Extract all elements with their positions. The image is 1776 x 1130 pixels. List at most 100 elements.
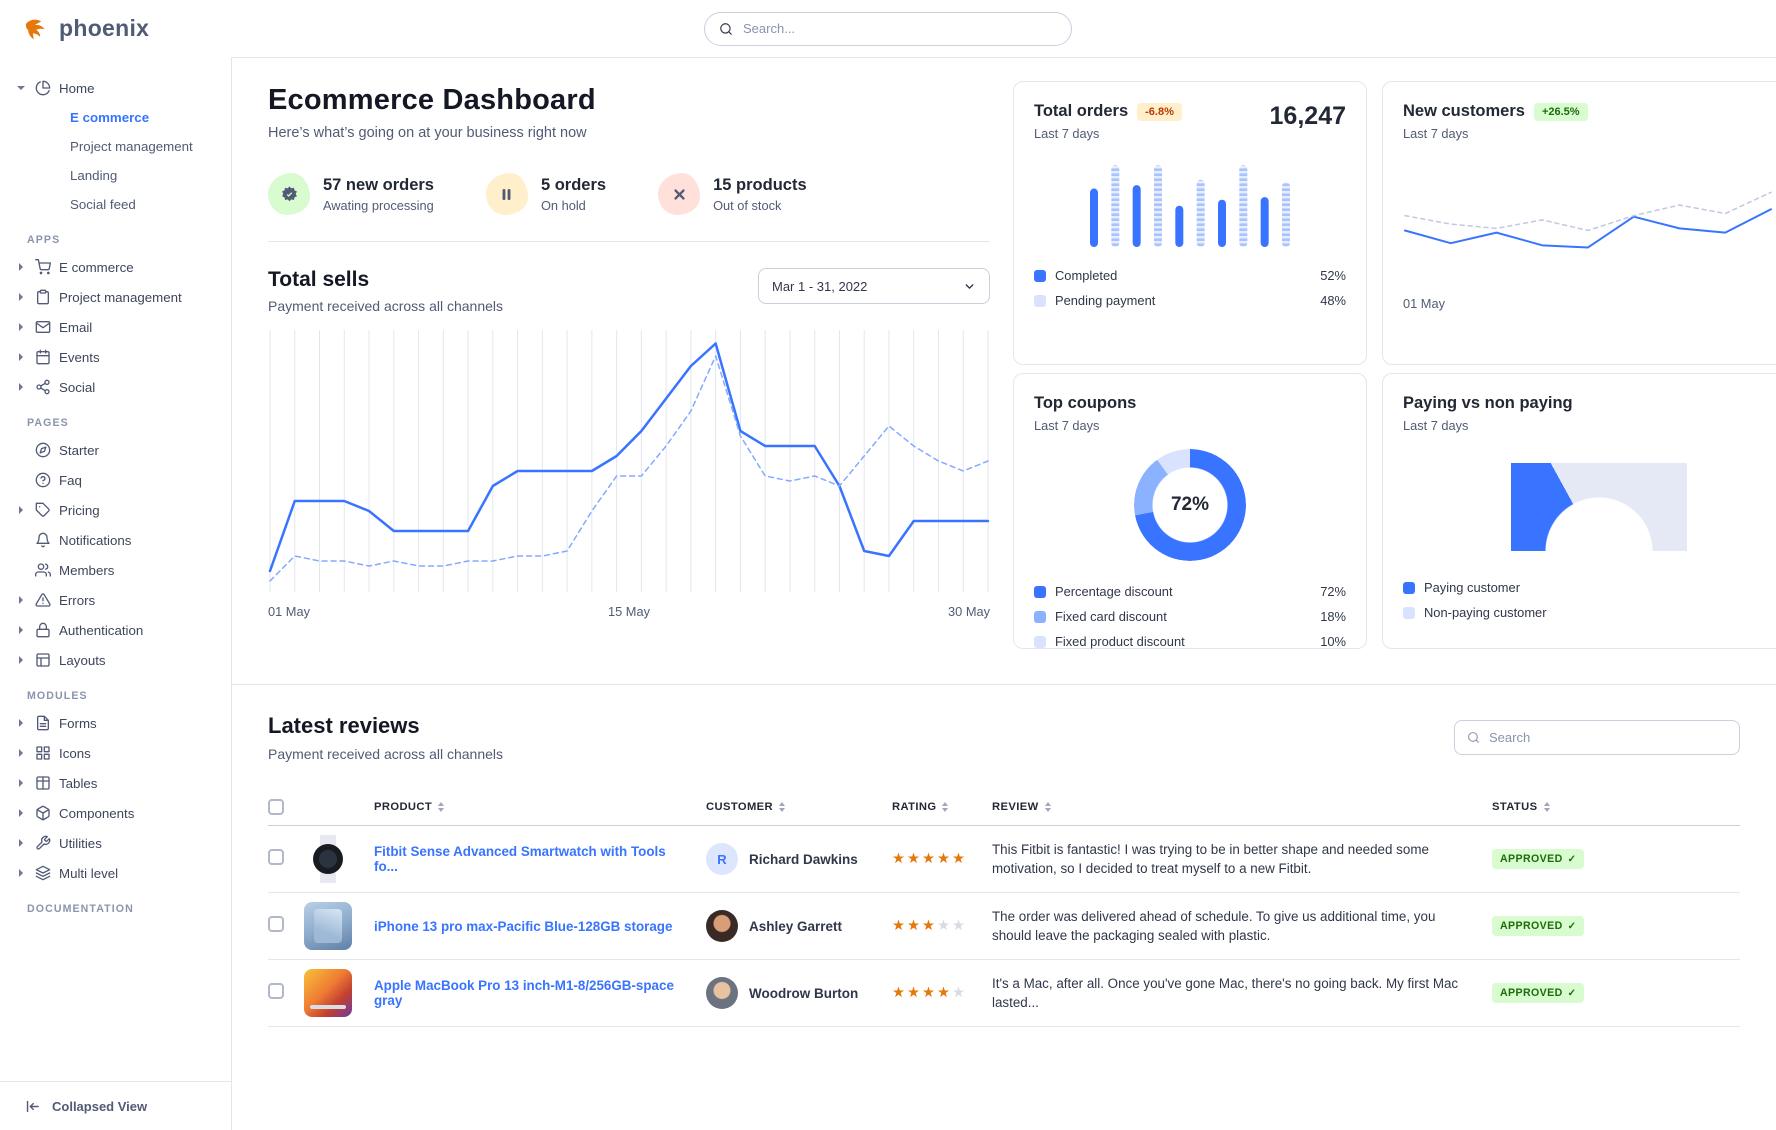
donut-center-label: 72% [1170,494,1210,515]
sidebar-item-forms[interactable]: Forms [14,708,223,738]
sidebar-item-apps-project-management[interactable]: Project management [14,282,223,312]
sidebar-item-components[interactable]: Components [14,798,223,828]
sidebar-item-faq[interactable]: Faq [14,465,223,495]
reviews-search[interactable] [1454,720,1740,755]
date-range-select[interactable]: Mar 1 - 31, 2022 [758,268,990,304]
product-image[interactable] [304,835,352,883]
sidebar-item-errors[interactable]: Errors [14,585,223,615]
row-checkbox[interactable] [268,982,284,999]
sidebar-item-apps-email[interactable]: Email [14,312,223,342]
collapse-icon [24,1098,41,1115]
legend-label: Fixed product discount [1055,634,1185,649]
column-header-product[interactable]: PRODUCT [374,801,706,813]
x-tick: 30 May [948,604,990,619]
top-navbar: phoenix [0,0,1776,57]
reviews-search-input[interactable] [1489,730,1727,745]
status-badge: APPROVED ✓ [1492,849,1585,869]
product-link[interactable]: Fitbit Sense Advanced Smartwatch with To… [374,844,666,874]
global-search[interactable] [704,11,1072,46]
sidebar-item-apps-social[interactable]: Social [14,372,223,402]
legend-swatch [1034,610,1046,623]
sidebar: Home E commerce Project management Landi… [0,57,232,1130]
customer-cell: R Richard Dawkins [706,843,892,875]
compass-icon [35,442,51,458]
product-link[interactable]: iPhone 13 pro max-Pacific Blue-128GB sto… [374,918,673,934]
status-label: APPROVED [1500,853,1563,865]
sidebar-item-label: Errors [59,592,96,608]
sidebar-item-tables[interactable]: Tables [14,768,223,798]
stat-value: 15 products [713,175,807,194]
sidebar-item-apps-e-commerce[interactable]: E commerce [14,252,223,282]
card-period: Last 7 days [1403,418,1469,433]
star-icon: ★ [922,985,937,1001]
review-text: It's a Mac, after all. Once you've gone … [992,975,1459,1010]
column-label: PRODUCT [374,800,433,813]
paying-gauge-chart [1511,463,1687,551]
star-icon: ★ [892,985,907,1001]
row-checkbox[interactable] [268,915,284,932]
top-coupons-card: Top coupons Last 7 days 72% Percentage d… [1013,373,1367,649]
legend-label: Completed [1055,268,1118,283]
sidebar-item-label: Utilities [59,835,102,851]
sidebar-item-multi-level[interactable]: Multi level [14,858,223,888]
brand-logo[interactable]: phoenix [22,15,149,43]
sidebar-item-authentication[interactable]: Authentication [14,615,223,645]
product-link[interactable]: Apple MacBook Pro 13 inch-M1-8/256GB-spa… [374,978,674,1008]
sidebar-item-notifications[interactable]: Notifications [14,525,223,555]
check-icon: ✓ [1567,987,1577,999]
status-label: APPROVED [1500,987,1563,999]
select-all-checkbox[interactable] [268,798,284,815]
product-image[interactable] [304,902,352,950]
caret-right-icon [18,839,23,847]
card-period: Last 7 days [1403,126,1469,141]
collapsed-view-toggle[interactable]: Collapsed View [0,1081,231,1130]
total-sells-subtitle: Payment received across all channels [268,298,504,314]
main-content: Ecommerce Dashboard Here’s what’s going … [232,57,1776,1130]
legend-swatch [1034,269,1046,282]
sidebar-item-home-e-commerce[interactable]: E commerce [70,110,150,125]
stat-label: On hold [540,197,586,213]
column-header-rating[interactable]: RATING [892,801,992,813]
column-header-status[interactable]: STATUS [1492,801,1740,813]
star-icon: ★ [907,985,922,1001]
status-label: APPROVED [1500,920,1563,932]
sidebar-item-home-landing[interactable]: Landing [70,168,118,183]
caret-right-icon [18,293,23,301]
sidebar-item-home-social-feed[interactable]: Social feed [70,197,136,212]
card-period: Last 7 days [1034,126,1100,141]
sidebar-item-apps-events[interactable]: Events [14,342,223,372]
legend-value: 48% [1320,293,1346,308]
trend-badge: -6.8% [1137,102,1182,121]
table-row: Fitbit Sense Advanced Smartwatch with To… [268,826,1740,893]
search-icon [719,22,733,36]
sidebar-item-pricing[interactable]: Pricing [14,495,223,525]
sidebar-item-icons[interactable]: Icons [14,738,223,768]
sidebar-item-home-project-management[interactable]: Project management [70,139,193,154]
stat-label: Awating processing [323,197,434,213]
global-search-input[interactable] [743,21,1057,36]
sidebar-item-home[interactable]: Home [14,73,223,103]
sidebar-item-utilities[interactable]: Utilities [14,828,223,858]
column-header-review[interactable]: REVIEW [992,801,1492,813]
sort-icon [438,801,445,812]
column-header-customer[interactable]: CUSTOMER [706,801,892,813]
package-icon [35,805,51,821]
customer-name: Ashley Garrett [749,918,843,934]
sidebar-item-label: Notifications [59,532,132,548]
legend-swatch [1034,294,1046,307]
caret-right-icon [18,506,23,514]
alert-triangle-icon [35,592,51,608]
sort-icon [1543,801,1550,812]
share-icon [35,379,51,395]
sidebar-item-members[interactable]: Members [14,555,223,585]
sidebar-item-label: Project management [59,289,182,305]
page-subtitle: Here’s what’s going on at your business … [268,125,587,141]
legend-item: Fixed card discount 18% [1034,604,1346,629]
product-image[interactable] [304,969,352,1017]
sidebar-item-starter[interactable]: Starter [14,435,223,465]
sidebar-item-layouts[interactable]: Layouts [14,645,223,675]
table-header-row: PRODUCT CUSTOMER RATING REVIEW [268,788,1740,826]
row-checkbox[interactable] [268,848,284,865]
total-sells-title: Total sells [268,268,370,291]
card-title: Total orders [1034,102,1129,120]
